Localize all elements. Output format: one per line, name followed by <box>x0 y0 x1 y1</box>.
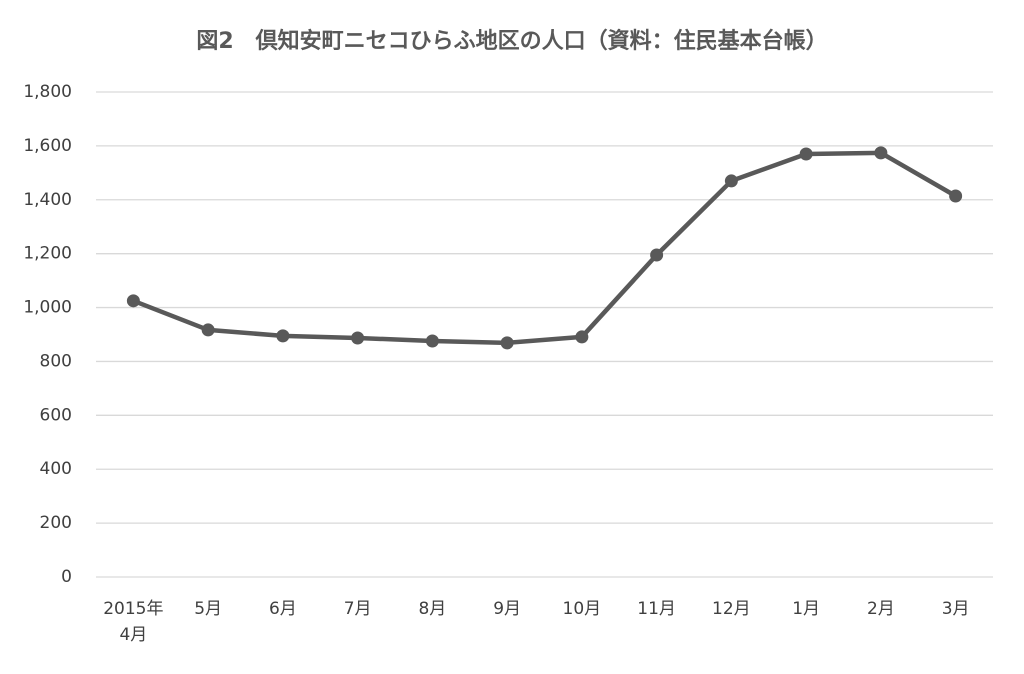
x-tick-label: 3月 <box>941 599 970 619</box>
marker <box>575 330 589 344</box>
marker <box>799 147 813 161</box>
x-tick-label: 5月 <box>194 599 223 619</box>
marker <box>724 174 738 188</box>
chart-title: 図2 倶知安町ニセコひらふ地区の人口（資料：住民基本台帳） <box>196 28 827 54</box>
y-tick-label: 1,400 <box>23 190 72 210</box>
x-tick-label: 7月 <box>343 599 372 619</box>
marker <box>874 146 888 160</box>
y-tick-label: 600 <box>40 405 72 425</box>
x-tick-label: 10月 <box>562 599 602 619</box>
x-tick-label: 2月 <box>866 599 895 619</box>
marker <box>500 336 514 350</box>
x-tick-label: 12月 <box>712 599 751 619</box>
marker <box>351 331 365 345</box>
y-tick-label: 400 <box>40 459 72 479</box>
y-tick-label: 1,000 <box>23 298 72 318</box>
x-tick-label: 6月 <box>268 599 297 619</box>
y-tick-label: 200 <box>40 513 72 533</box>
y-tick-label: 1,200 <box>23 244 72 264</box>
y-tick-label: 0 <box>61 567 72 587</box>
marker <box>949 189 963 203</box>
y-tick-label: 1,600 <box>23 136 72 156</box>
marker <box>201 323 215 337</box>
x-tick-label: 9月 <box>493 599 522 619</box>
x-tick-label: 11月 <box>637 599 676 619</box>
marker <box>425 334 439 348</box>
x-tick-label: 8月 <box>418 599 447 619</box>
line <box>132 150 957 346</box>
x-tick-label: 2015年 4月 <box>103 599 164 645</box>
y-tick-label: 1,800 <box>23 82 72 102</box>
marker <box>276 329 290 343</box>
marker <box>126 294 140 308</box>
x-tick-label: 1月 <box>792 599 821 619</box>
marker <box>650 248 664 262</box>
y-tick-label: 800 <box>40 351 72 371</box>
